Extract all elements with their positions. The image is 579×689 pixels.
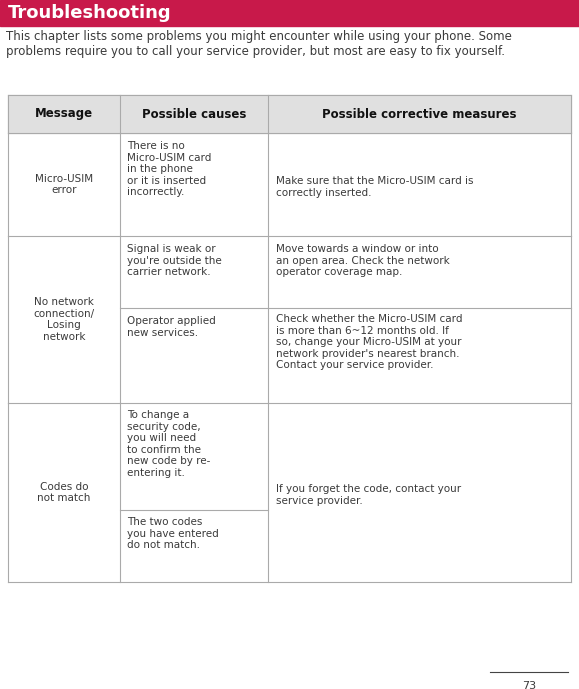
Text: Micro-USIM
error: Micro-USIM error: [35, 174, 93, 195]
Text: Operator applied
new services.: Operator applied new services.: [127, 316, 216, 338]
Text: Move towards a window or into
an open area. Check the network
operator coverage : Move towards a window or into an open ar…: [276, 244, 450, 277]
Text: Possible causes: Possible causes: [142, 107, 246, 121]
Text: 73: 73: [522, 681, 536, 689]
Text: This chapter lists some problems you might encounter while using your phone. Som: This chapter lists some problems you mig…: [6, 30, 512, 58]
Bar: [8, 95, 571, 133]
Text: If you forget the code, contact your
service provider.: If you forget the code, contact your ser…: [276, 484, 461, 506]
Bar: [0, 0, 579, 26]
Text: Check whether the Micro-USIM card
is more than 6~12 months old. If
so, change yo: Check whether the Micro-USIM card is mor…: [276, 314, 463, 371]
Text: Possible corrective measures: Possible corrective measures: [323, 107, 516, 121]
Text: Codes do
not match: Codes do not match: [37, 482, 91, 503]
Text: To change a
security code,
you will need
to confirm the
new code by re-
entering: To change a security code, you will need…: [127, 410, 210, 478]
Text: There is no
Micro-USIM card
in the phone
or it is inserted
incorrectly.: There is no Micro-USIM card in the phone…: [127, 141, 211, 198]
Text: Troubleshooting: Troubleshooting: [8, 4, 171, 22]
Text: Make sure that the Micro-USIM card is
correctly inserted.: Make sure that the Micro-USIM card is co…: [276, 176, 474, 198]
Text: The two codes
you have entered
do not match.: The two codes you have entered do not ma…: [127, 517, 219, 551]
Text: No network
connection/
Losing
network: No network connection/ Losing network: [34, 297, 94, 342]
Text: Message: Message: [35, 107, 93, 121]
Text: Signal is weak or
you're outside the
carrier network.: Signal is weak or you're outside the car…: [127, 244, 222, 277]
